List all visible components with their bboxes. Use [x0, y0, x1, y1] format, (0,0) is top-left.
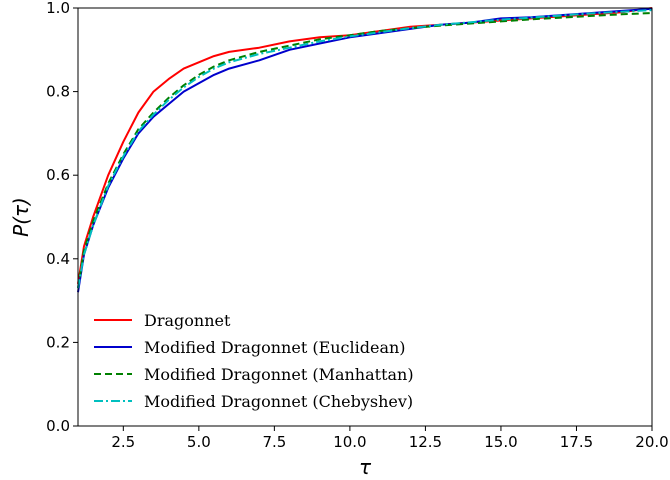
y-tick-label: 0.6: [46, 166, 70, 184]
series-line-3: [77, 12, 653, 289]
x-tick-label: 15.0: [484, 433, 517, 451]
x-tick-label: 10.0: [333, 433, 366, 451]
x-tick-label: 17.5: [560, 433, 593, 451]
y-tick-label: 1.0: [46, 0, 70, 17]
legend-label-3: Modified Dragonnet (Manhattan): [144, 365, 414, 384]
series-layer: [77, 7, 653, 293]
legend: Dragonnet Modified Dragonnet (Euclidean) M…: [94, 311, 414, 411]
y-tick-label: 0.2: [46, 333, 70, 351]
x-tick-label: 2.5: [111, 433, 135, 451]
y-tick-label: 0.4: [46, 250, 70, 268]
plot-frame: [77, 7, 653, 427]
series-line-1: [77, 7, 653, 285]
legend-label-4: Modified Dragonnet (Chebyshev): [144, 392, 413, 411]
x-tick-label: 7.5: [262, 433, 286, 451]
x-tick-label: 20.0: [635, 433, 668, 451]
x-ticks: 2.5 5.0 7.5 10.0 12.5 15.0 17.5 20.0: [111, 426, 669, 451]
series-line-4: [77, 9, 653, 289]
y-axis-label: P(τ): [9, 197, 33, 237]
y-tick-label: 0.0: [46, 417, 70, 435]
legend-label-2: Modified Dragonnet (Euclidean): [144, 338, 406, 357]
x-tick-label: 5.0: [187, 433, 211, 451]
legend-label-1: Dragonnet: [144, 311, 231, 330]
x-axis-label: τ: [359, 455, 372, 479]
y-tick-label: 0.8: [46, 83, 70, 101]
y-ticks: 0.0 0.2 0.4 0.6 0.8 1.0: [46, 0, 78, 435]
series-line-2: [77, 7, 653, 293]
x-tick-label: 12.5: [409, 433, 442, 451]
